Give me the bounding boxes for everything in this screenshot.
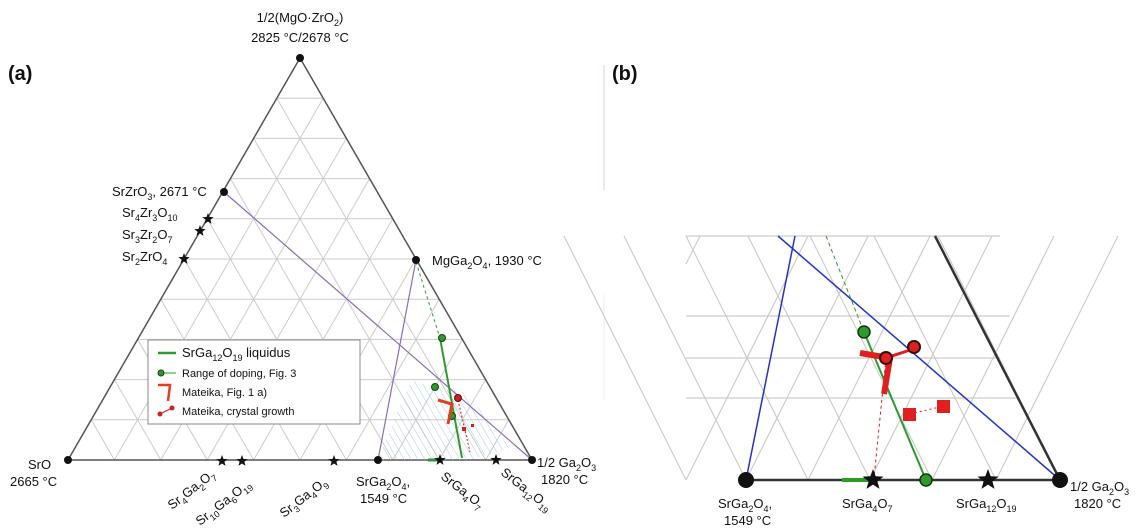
star-sr4zr3o10 (202, 213, 214, 224)
grid-line (685, 235, 809, 481)
panel-a-label: (a) (8, 63, 32, 85)
legend-crystal-symbol-dot (169, 405, 175, 411)
mateika-crystal-link (457, 399, 471, 453)
srzro3-point (220, 188, 228, 196)
legend-crystal-symbol-dot (157, 411, 163, 417)
grid-line (90, 419, 115, 461)
star-sr2zro4 (178, 253, 190, 264)
legend-liquidus-label: SrGa12O19 liquidus (182, 345, 291, 363)
mateika-crystal-square (462, 427, 466, 431)
grid-line (563, 235, 687, 481)
doping-dashed-line-b (825, 235, 865, 333)
doping-point (431, 383, 439, 391)
apex-point (296, 54, 304, 62)
srga2o4-point-b (738, 472, 754, 488)
legend-box (147, 339, 361, 425)
grid-line (809, 235, 933, 481)
star-srga4o7 (434, 454, 446, 465)
legend-mateika-symbol (158, 383, 172, 402)
mgga2o4-point (412, 256, 420, 264)
liquidus-line-a (439, 337, 463, 459)
star-sr10ga6o19 (236, 455, 248, 466)
tie-line-mgga2o4-srga2o4 (377, 259, 417, 461)
sro-point (64, 456, 72, 464)
crystal-point-b (907, 340, 921, 354)
mgga2o4-label: MgGa2O4, 1930 °C (432, 253, 542, 271)
panel-a: (a) 1/2(MgO·Zr (8, 10, 596, 528)
apex-temp-label: 2825 °C/2678 °C (251, 30, 349, 45)
panel-a-doping-region (378, 380, 510, 460)
doping-point (438, 334, 446, 342)
star-srga12o19-b (977, 469, 999, 489)
legend-crystal-label: Mateika, crystal growth (182, 406, 294, 418)
srga2o4-label-b: SrGa2O4, (718, 496, 772, 514)
doping-point-b (919, 473, 933, 487)
doping-dashed-line (415, 261, 441, 339)
sro-label: SrO (28, 457, 51, 472)
ga2o3-point (528, 456, 536, 464)
star-sr3zr2o7 (194, 225, 206, 236)
sr2zro4-label: Sr2ZrO4 (122, 249, 167, 267)
grid-line (931, 235, 1055, 481)
mateika-crystal-square-b (903, 408, 916, 421)
sr3zr2o7-label: Sr3Zr2O7 (122, 227, 172, 245)
ga2o3-label-b: 1/2 Ga2O3 (1070, 479, 1129, 497)
sr3ga4o9-label: Sr3Ga4O9 (277, 474, 332, 522)
srga2o4-temp-label-b: 1549 °C (724, 513, 771, 528)
legend-doping-symbol-dot (157, 369, 165, 377)
ga2o3-temp-label-b: 1820 °C (1074, 496, 1121, 511)
ga2o3-label-a: 1/2 Ga2O3 (537, 455, 596, 473)
legend-mateika-label: Mateika, Fig. 1 a) (182, 387, 267, 399)
ga2o3-temp-label-a: 1820 °C (541, 472, 588, 487)
grid-line (745, 235, 869, 481)
tie-line-b-left (745, 235, 796, 481)
srga2o4-point (374, 456, 382, 464)
grid-line (623, 235, 747, 481)
grid-line (869, 235, 993, 481)
panel-b-right-edge (933, 235, 1062, 481)
star-srga12o19 (490, 454, 502, 465)
sro-temp-label: 2665 °C (10, 474, 57, 489)
grid-line (747, 235, 871, 481)
srga2o4-temp-label-a: 1549 °C (360, 491, 407, 506)
panel-b: (b) SrGa2O4, 1549 °C (563, 63, 1129, 528)
srga2o4-label-a: SrGa2O4, (356, 474, 410, 492)
tie-line-srzro3-ga2o3 (223, 191, 533, 461)
grid-line (229, 178, 394, 461)
panel-b-label: (b) (612, 63, 638, 85)
mateika-crystal-square (471, 424, 474, 427)
srzro3-label: SrZrO3, 2671 °C (112, 184, 207, 202)
legend: SrGa12O19 liquidus Range of doping, Fig.… (147, 339, 361, 425)
star-sr4ga2o7 (216, 455, 228, 466)
mateika-fig1a-mark (437, 398, 454, 425)
mateika-crystal-point (454, 394, 462, 402)
grid-line (807, 235, 931, 481)
sr4ga2o7-label: Sr4Ga2O7 (165, 466, 220, 514)
srga4o7-label-b: SrGa4O7 (842, 496, 893, 514)
panel-b-stars (862, 469, 999, 489)
legend-doping-label: Range of doping, Fig. 3 (182, 368, 296, 380)
mateika-crystal-square-b (937, 400, 950, 413)
panel-a-stars (178, 213, 502, 466)
star-sr3ga4o9 (328, 455, 340, 466)
sr4zr3o10-label: Sr4Zr3O10 (122, 205, 177, 223)
ga2o3-point-b (1052, 472, 1068, 488)
crystal-point-b (879, 351, 893, 365)
srga4o7-label-a: SrGa4O7 (436, 469, 487, 514)
star-srga4o7-b (862, 469, 884, 489)
srga12o19-label-b: SrGa12O19 (956, 496, 1017, 514)
panel-b-grid (563, 235, 1119, 481)
tie-line-b-right (777, 235, 1061, 481)
apex-name-label: 1/2(MgO·ZrO2) (257, 10, 344, 28)
grid-line (995, 235, 1119, 481)
grid-line (685, 235, 701, 265)
grid-line (873, 235, 997, 481)
doping-point-b (857, 325, 871, 339)
